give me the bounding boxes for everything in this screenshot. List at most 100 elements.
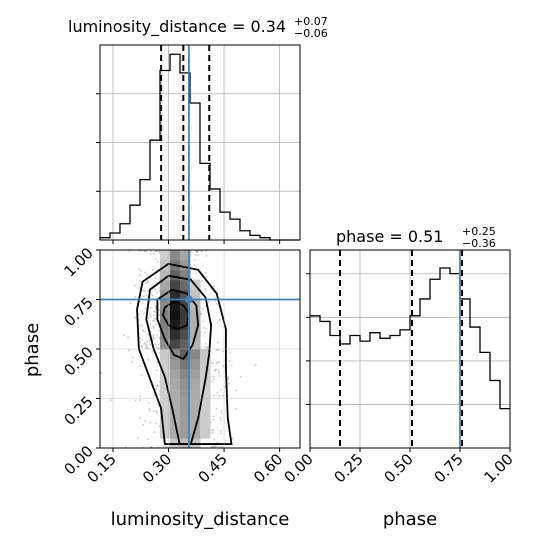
scatter-point	[210, 380, 213, 383]
scatter-point	[154, 343, 157, 346]
scatter-point	[155, 422, 158, 425]
scatter-point	[156, 260, 159, 263]
scatter-point	[219, 417, 222, 420]
scatter-point	[155, 346, 158, 349]
scatter-point	[157, 343, 160, 346]
density-cell	[160, 299, 171, 310]
y-tick-label-phase-3: 0.75	[60, 294, 96, 330]
scatter-point	[157, 384, 160, 387]
scatter-point	[152, 335, 155, 338]
density-cell	[200, 349, 211, 360]
density-cell	[200, 418, 211, 429]
scatter-point	[158, 425, 161, 428]
title-phase: phase = 0.51 +0.25 −0.36	[336, 225, 496, 250]
scatter-point	[140, 374, 143, 377]
scatter-point	[138, 336, 141, 339]
scatter-point	[216, 321, 219, 324]
scatter-point	[220, 432, 223, 435]
scatter-point	[148, 343, 151, 346]
density-cell	[170, 438, 181, 448]
density-cell	[180, 250, 191, 261]
scatter-point	[214, 368, 217, 371]
density-cells	[160, 250, 211, 448]
scatter-point	[148, 313, 151, 316]
scatter-point	[254, 364, 257, 367]
scatter-point	[145, 250, 148, 253]
density-cell	[200, 358, 211, 370]
scatter-point	[144, 271, 147, 274]
scatter-point	[148, 409, 151, 412]
hist-luminosity-distance-panel	[96, 44, 301, 244]
density-cell	[170, 299, 181, 310]
scatter-point	[143, 312, 146, 315]
density-content	[100, 250, 257, 448]
density-cell	[200, 408, 211, 419]
scatter-point	[235, 407, 238, 410]
scatter-point	[147, 317, 150, 320]
scatter-point	[210, 281, 213, 284]
scatter-point	[146, 345, 149, 348]
scatter-point	[152, 319, 155, 322]
density-cell	[180, 289, 191, 300]
scatter-point	[134, 316, 137, 319]
scatter-point	[149, 315, 152, 318]
scatter-point	[152, 410, 155, 413]
density-cell	[160, 349, 171, 360]
density-cell	[200, 398, 211, 409]
scatter-point	[158, 329, 161, 332]
scatter-point	[129, 302, 132, 305]
x-tick-label-ld-3: 0.60	[250, 450, 286, 486]
scatter-point	[217, 369, 220, 372]
scatter-point	[211, 431, 214, 434]
title-ld-base: luminosity_distance = 0.34	[68, 17, 286, 37]
x-tick-label-ld-1: 0.30	[139, 450, 175, 486]
scatter-point	[140, 269, 143, 272]
scatter-point	[144, 282, 147, 285]
scatter-point	[215, 349, 218, 352]
density-cell	[190, 368, 201, 380]
scatter-point	[227, 376, 230, 379]
scatter-point	[127, 349, 130, 352]
scatter-point	[138, 287, 141, 290]
scatter-point	[131, 356, 134, 359]
scatter-point	[218, 319, 221, 322]
density-cell	[170, 349, 181, 360]
scatter-point	[200, 279, 203, 282]
density-cell	[190, 378, 201, 390]
density-cell	[180, 309, 191, 320]
scatter-point	[204, 288, 207, 291]
scatter-point	[193, 264, 196, 267]
x-tick-label-phase-0: 0.00	[280, 450, 316, 486]
scatter-point	[211, 361, 214, 364]
density-cell	[190, 428, 201, 439]
density-cell	[180, 269, 191, 281]
x-tick-label-phase-4: 1.00	[480, 450, 516, 486]
density-cell	[180, 279, 191, 291]
density-cell	[190, 398, 201, 409]
scatter-point	[142, 328, 145, 331]
density-cell	[170, 279, 181, 291]
scatter-point	[139, 365, 142, 368]
scatter-point	[214, 444, 217, 447]
contour-2	[145, 274, 213, 445]
density-cell	[180, 319, 191, 330]
density-cell	[180, 329, 191, 340]
scatter-point	[220, 419, 223, 422]
scatter-point	[152, 252, 155, 255]
y-axis-label-phase: phase	[22, 323, 43, 377]
scatter-point	[146, 274, 149, 277]
density-cell	[170, 269, 181, 281]
scatter-point	[211, 429, 214, 432]
density-cell	[180, 388, 191, 399]
scatter-point	[149, 306, 152, 309]
scatter-point	[217, 371, 220, 374]
scatter-point	[218, 374, 221, 377]
scatter-point	[151, 336, 154, 339]
scatter-point	[235, 389, 238, 392]
scatter-point	[145, 346, 148, 349]
scatter-point	[152, 325, 155, 328]
scatter-point	[229, 351, 232, 354]
scatter-point	[212, 394, 215, 397]
scatter-point	[151, 268, 154, 271]
scatter-point	[138, 417, 141, 420]
